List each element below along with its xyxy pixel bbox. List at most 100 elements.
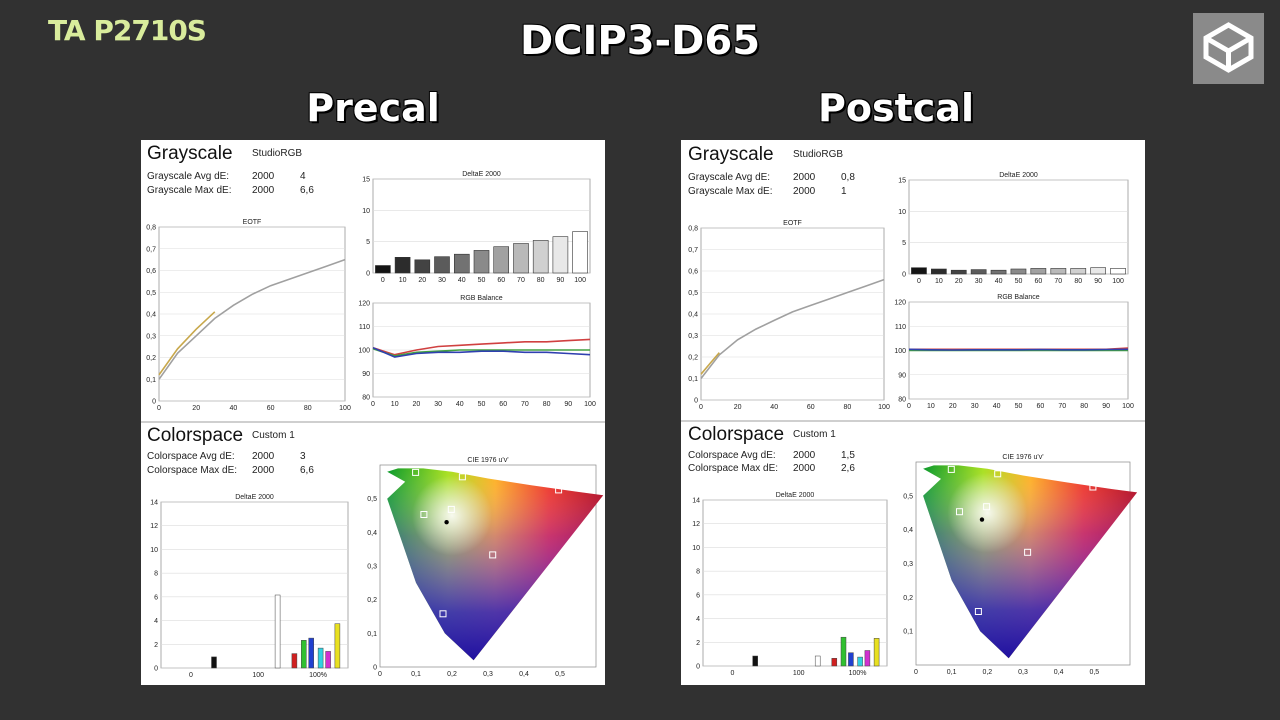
y-tick-label: 2 <box>154 642 158 649</box>
colorspace-avg-value: 3 <box>300 451 306 462</box>
grayscale-bar <box>552 236 569 274</box>
cie-chart: CIE 1976 u'v' 0,1 0,2 0,3 0,4 0,5 0 0,1 0,2 0,3 0,… <box>903 454 1138 676</box>
x-tick-label: 70 <box>517 277 525 284</box>
colorspace-bar <box>274 594 281 669</box>
y-tick-label: 0,2 <box>146 355 156 362</box>
target-marker <box>420 511 428 518</box>
colorspace-avg-label: Colorspace Avg dE: <box>688 450 776 461</box>
colorspace-bar <box>291 653 298 669</box>
y-tick-label: 15 <box>362 177 370 184</box>
x-tick-label: 0 <box>914 669 918 676</box>
page-title: DCIP3-D65 <box>519 18 761 64</box>
x-tick-label: 100 <box>1112 278 1124 285</box>
eotf-chart: 0 0,1 0,2 0,3 0,4 0,5 0,6 0,7 0,8 0 20 40 60 80 100 EOT… <box>688 220 890 411</box>
chart-title: RGB Balance <box>997 294 1040 301</box>
x-tick-label: 80 <box>1080 403 1088 410</box>
y-tick-label: 120 <box>894 300 906 307</box>
target-marker <box>974 608 982 615</box>
y-tick-label: 10 <box>150 547 158 554</box>
y-tick-label: 6 <box>154 594 158 601</box>
x-tick-label: 20 <box>949 403 957 410</box>
x-tick-label: 20 <box>418 277 426 284</box>
series-line <box>700 352 720 375</box>
y-tick-label: 0 <box>366 271 370 278</box>
y-tick-label: 8 <box>696 569 700 576</box>
chart-title: CIE 1976 u'v' <box>467 457 508 464</box>
x-tick-label: 0 <box>917 278 921 285</box>
colorspace-max-std: 2000 <box>252 465 275 476</box>
x-tick-label: 0 <box>371 401 375 408</box>
x-tick-label: 40 <box>770 404 778 411</box>
grayscale-bar <box>572 231 588 274</box>
x-tick-label: 100 <box>1122 403 1134 410</box>
x-tick-label: 60 <box>1035 278 1043 285</box>
y-tick-label: 15 <box>898 178 906 185</box>
grayscale-bar <box>513 243 529 274</box>
x-tick-label: 80 <box>537 277 545 284</box>
colorspace-bar <box>831 658 838 667</box>
colorspace-bar <box>325 651 331 669</box>
x-tick-label: 0,5 <box>555 671 565 678</box>
y-tick-label: 90 <box>362 371 370 378</box>
rgb-chart: 80 90 100 110 120 0 10 20 30 40 50 60 70 80 90 100 RGB B… <box>894 294 1134 410</box>
y-tick-label: 0 <box>902 272 906 279</box>
grayscale-bar <box>375 265 391 274</box>
x-tick-label: 0,1 <box>947 669 957 676</box>
x-tick-label: 10 <box>935 278 943 285</box>
y-tick-label: 0,1 <box>903 629 913 636</box>
x-tick-label: 40 <box>456 401 464 408</box>
chart-title: DeltaE 2000 <box>462 171 501 178</box>
plot-frame <box>702 499 888 667</box>
x-tick-label: 90 <box>1094 278 1102 285</box>
x-tick-label: 0 <box>730 670 734 677</box>
grayscale-bar <box>1090 267 1107 275</box>
grayscale-avg-value: 4 <box>300 171 306 182</box>
y-tick-label: 4 <box>696 616 700 623</box>
x-tick-label: 20 <box>734 404 742 411</box>
chart-title: DeltaE 2000 <box>999 172 1038 179</box>
grayscale-title: Grayscale <box>147 143 233 164</box>
postcal-charts: 00,10,20,30,40,50,60,70,80 20 40 60 80 100EOT… <box>688 172 1138 677</box>
colorspace-max-value: 2,6 <box>841 463 855 474</box>
target-marker <box>1024 548 1032 556</box>
colorspace-bar <box>752 655 758 667</box>
cube-logo-icon <box>1203 22 1254 73</box>
colorspace-avg-label: Colorspace Avg dE: <box>147 451 235 462</box>
x-tick-label: 100 <box>793 670 805 677</box>
x-tick-label: 50 <box>478 401 486 408</box>
grayscale-max-value: 1 <box>841 186 847 197</box>
y-tick-label: 0,2 <box>688 355 698 362</box>
plot-frame <box>908 179 1129 275</box>
y-tick-label: 0,3 <box>688 333 698 340</box>
gs_de-chart: 0 5 10 15 DeltaE 2000 0 10 20 30 40 50 60 70 80 90 100 <box>362 171 591 284</box>
y-tick-label: 0,8 <box>688 226 698 233</box>
y-tick-label: 0,3 <box>146 333 156 340</box>
grayscale-bar <box>931 268 947 275</box>
grayscale-bar <box>970 269 987 275</box>
x-tick-label: 70 <box>521 401 529 408</box>
x-tick-label: 30 <box>434 401 442 408</box>
x-tick-label: 70 <box>1058 403 1066 410</box>
white-point-glow <box>923 465 1138 659</box>
white-point <box>979 517 985 522</box>
chart-title: EOTF <box>783 220 802 227</box>
grayscale-max-value: 6,6 <box>300 185 314 196</box>
grayscale-bar <box>1010 268 1027 275</box>
grayscale-bar <box>1050 268 1067 275</box>
y-tick-label: 0,5 <box>367 496 377 503</box>
target-marker <box>956 508 963 516</box>
y-tick-label: 0,3 <box>367 564 377 571</box>
y-tick-label: 14 <box>150 500 158 507</box>
grayscale-bar <box>1070 268 1087 275</box>
x-tick-label: 30 <box>438 277 446 284</box>
x-tick-label: 0 <box>907 403 911 410</box>
y-tick-label: 0,3 <box>903 561 913 568</box>
x-tick-label: 0,2 <box>447 671 457 678</box>
grayscale-title: Grayscale <box>688 144 774 165</box>
colorspace-mode: Custom 1 <box>252 430 295 441</box>
y-tick-label: 80 <box>362 395 370 402</box>
brand-label: TA P2710S <box>48 14 207 47</box>
y-tick-label: 14 <box>692 498 700 505</box>
x-tick-label: 100 <box>584 401 596 408</box>
x-tick-label: 100 <box>252 672 264 679</box>
